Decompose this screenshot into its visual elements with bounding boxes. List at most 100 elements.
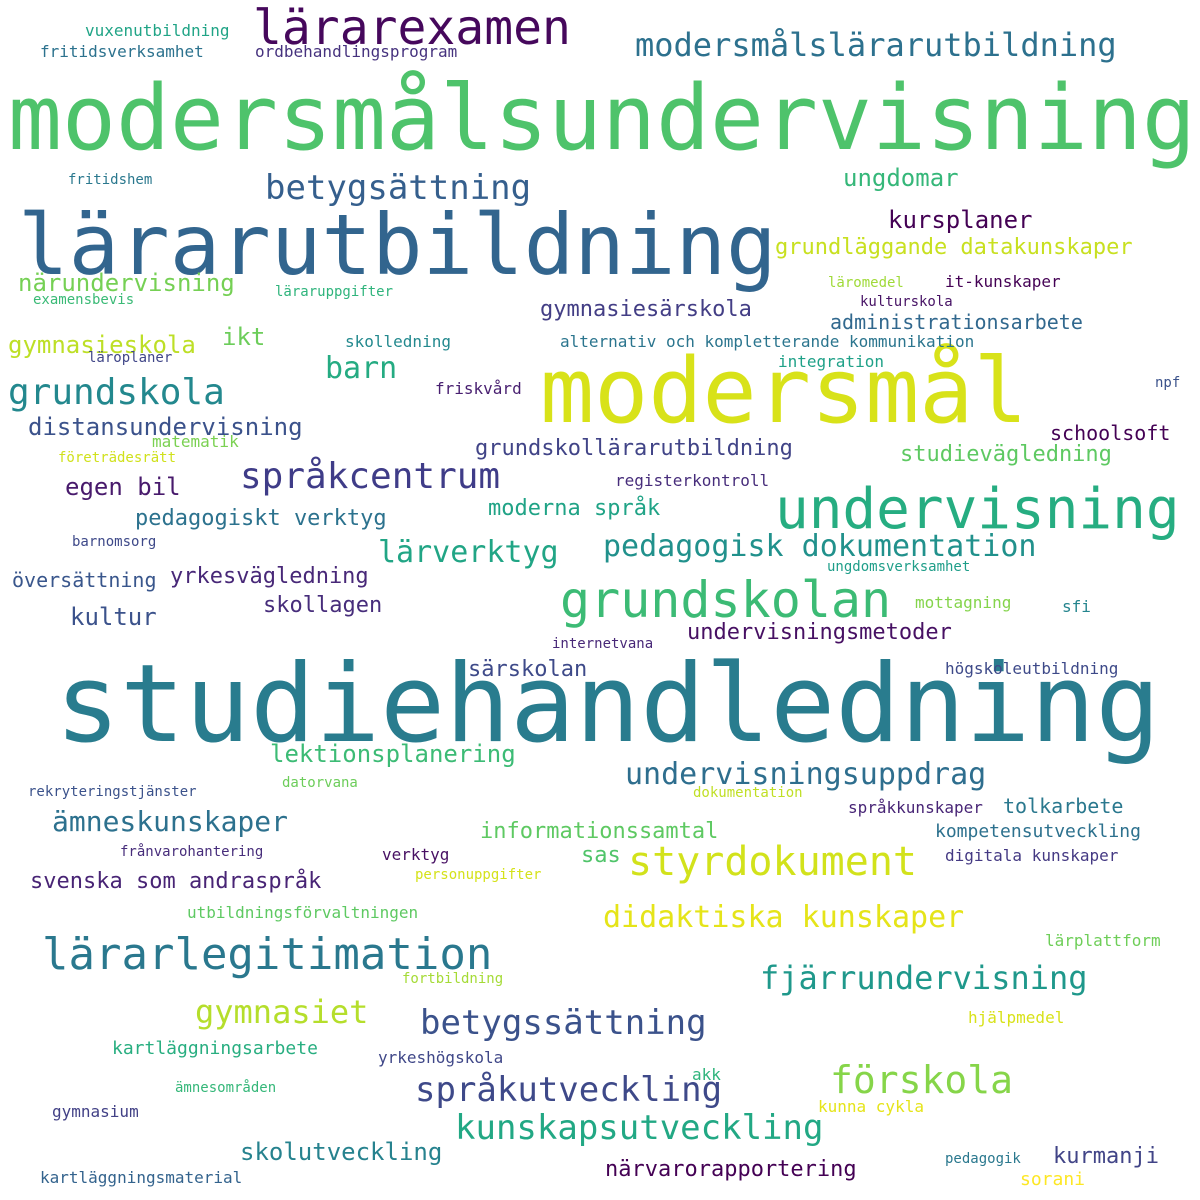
cloud-word: hjälpmedel	[968, 1008, 1065, 1027]
cloud-word: schoolsoft	[1050, 421, 1171, 445]
cloud-word: kunna cykla	[818, 1097, 924, 1116]
cloud-word: npf	[1155, 375, 1181, 391]
cloud-word: fjärrundervisning	[760, 959, 1088, 997]
cloud-word: ämneskunskaper	[52, 805, 289, 838]
cloud-word: pedagogisk dokumentation	[603, 529, 1037, 564]
cloud-word: undervisningsuppdrag	[625, 757, 987, 792]
cloud-word: akk	[692, 1065, 721, 1084]
cloud-word: administrationsarbete	[830, 310, 1083, 334]
cloud-word: ungdomsverksamhet	[827, 559, 971, 575]
cloud-word: kurmanji	[1053, 1144, 1159, 1169]
cloud-word: yrkeshögskola	[378, 1048, 504, 1067]
cloud-word: modersmål	[540, 339, 1028, 444]
cloud-word: fritidsverksamhet	[40, 42, 204, 61]
cloud-word: läroplaner	[88, 350, 173, 366]
cloud-word: barnomsorg	[72, 534, 157, 550]
cloud-word: pedagogik	[945, 1151, 1021, 1167]
cloud-word: betygsättning	[265, 168, 532, 208]
cloud-word: fritidshem	[68, 172, 153, 188]
cloud-word: ikt	[222, 323, 266, 351]
cloud-word: examensbevis	[33, 292, 135, 308]
cloud-word: rekryteringstjänster	[28, 784, 197, 800]
cloud-word: grundskolan	[560, 571, 892, 629]
cloud-word: närvarorapportering	[605, 1157, 857, 1182]
cloud-word: it-kunskaper	[945, 272, 1061, 291]
cloud-word: lärplattform	[1045, 931, 1161, 950]
cloud-word: vuxenutbildning	[85, 21, 230, 40]
cloud-word: kultur	[70, 603, 157, 631]
cloud-word: kompetensutveckling	[935, 821, 1141, 842]
cloud-word: grundläggande datakunskaper	[775, 235, 1133, 260]
cloud-word: sorani	[1020, 1169, 1086, 1190]
cloud-word: svenska som andraspråk	[30, 869, 322, 894]
cloud-word: skolutveckling	[240, 1138, 443, 1166]
cloud-word: språkkunskaper	[848, 798, 983, 817]
cloud-word: didaktiska kunskaper	[603, 900, 965, 935]
cloud-word: kartläggningsarbete	[112, 1038, 318, 1059]
cloud-word: tolkarbete	[1003, 794, 1124, 818]
cloud-word: pedagogiskt verktyg	[135, 506, 387, 531]
cloud-word: kunskapsutveckling	[455, 1108, 824, 1148]
cloud-word: undervisningsmetoder	[687, 620, 952, 645]
cloud-word: särskolan	[468, 657, 588, 682]
cloud-word: informationssamtal	[480, 819, 719, 844]
cloud-word: modersmålsundervisning	[8, 67, 1196, 172]
cloud-word: styrdokument	[628, 839, 917, 885]
cloud-word: språkutveckling	[415, 1070, 723, 1110]
cloud-word: högskoleutbildning	[945, 659, 1119, 678]
cloud-word: ordbehandlingsprogram	[255, 42, 458, 61]
cloud-word: digitala kunskaper	[945, 846, 1119, 865]
cloud-word: lärverktyg	[378, 535, 559, 570]
cloud-word: undervisning	[775, 477, 1180, 542]
cloud-word: alternativ och kompletterande kommunikat…	[560, 332, 975, 351]
cloud-word: distansundervisning	[28, 413, 303, 441]
cloud-word: modersmålslärarutbildning	[635, 26, 1117, 64]
cloud-word: integration	[778, 352, 884, 371]
cloud-word: fortbildning	[402, 971, 504, 987]
cloud-word: datorvana	[282, 775, 358, 791]
cloud-word: moderna språk	[488, 496, 661, 521]
cloud-word: läromedel	[828, 275, 904, 291]
cloud-word: egen bil	[65, 473, 181, 501]
cloud-word: lärarlegitimation	[42, 929, 493, 980]
cloud-word: ungdomar	[843, 164, 959, 192]
cloud-word: grundskola	[8, 372, 225, 413]
cloud-word: ämnesområden	[175, 1080, 277, 1096]
cloud-word: matematik	[152, 432, 239, 451]
cloud-word: dokumentation	[693, 785, 803, 801]
cloud-word: gymnasieskola	[8, 331, 196, 359]
cloud-word: frånvarohantering	[120, 844, 264, 860]
cloud-word: verktyg	[382, 845, 450, 864]
cloud-word: studiehandledning	[55, 642, 1161, 767]
cloud-word: betygssättning	[420, 1003, 707, 1043]
cloud-word: utbildningsförvaltningen	[187, 903, 419, 922]
cloud-word: mottagning	[915, 593, 1012, 612]
cloud-word: lärarexamen	[253, 0, 571, 56]
cloud-word: registerkontroll	[615, 471, 770, 490]
cloud-word: kulturskola	[860, 294, 953, 310]
cloud-word: närundervisning	[18, 269, 235, 297]
cloud-word: studievägledning	[900, 442, 1112, 467]
cloud-word: sas	[581, 843, 621, 868]
cloud-word: yrkesvägledning	[170, 564, 369, 589]
cloud-word: lärarutbildning	[18, 196, 777, 294]
cloud-word: översättning	[12, 568, 157, 592]
cloud-word: kartläggningsmaterial	[40, 1168, 243, 1187]
cloud-word: friskvård	[435, 379, 522, 398]
cloud-word: lektionsplanering	[270, 740, 516, 768]
cloud-word: personuppgifter	[415, 867, 542, 883]
cloud-word: skolledning	[345, 332, 451, 351]
cloud-word: sfi	[1062, 597, 1091, 616]
cloud-word: gymnasiesärskola	[540, 297, 752, 322]
cloud-word: barn	[325, 351, 398, 386]
cloud-word: språkcentrum	[240, 456, 501, 497]
cloud-word: skollagen	[263, 593, 383, 618]
cloud-word: företrädesrätt	[58, 450, 177, 466]
cloud-word: läraruppgifter	[275, 284, 394, 300]
cloud-word: gymnasium	[52, 1102, 139, 1121]
cloud-word: internetvana	[552, 636, 654, 652]
cloud-word: förskola	[830, 1058, 1014, 1102]
cloud-word: grundskollärarutbildning	[475, 436, 793, 461]
cloud-word: kursplaner	[888, 206, 1033, 234]
